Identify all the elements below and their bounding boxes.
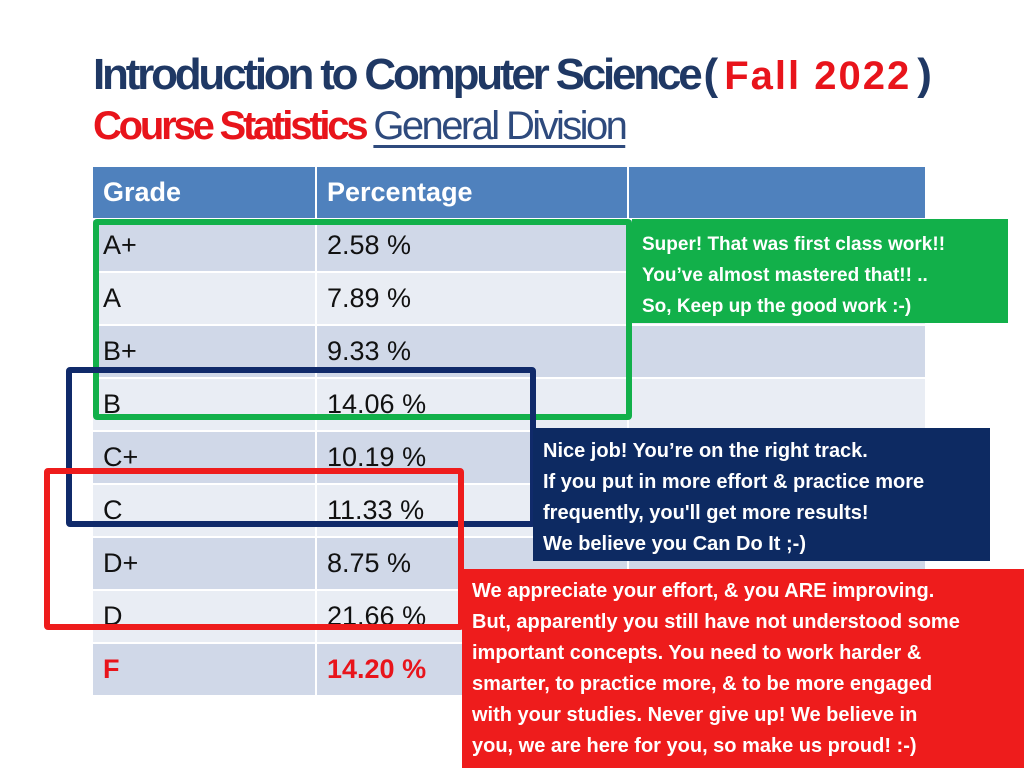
red-feedback-note: We appreciate your effort, & you ARE imp… — [462, 569, 1024, 768]
note-line: We believe you Can Do It ;-) — [543, 533, 806, 555]
note-line: with your studies. Never give up! We bel… — [472, 704, 918, 726]
green-feedback-note: Super! That was first class work!! You’v… — [632, 219, 1008, 323]
grade-cell: B — [93, 377, 317, 431]
grade-cell: A — [93, 271, 317, 325]
note-line: If you put in more effort & practice mor… — [543, 471, 925, 493]
grade-cell: A+ — [93, 218, 317, 272]
grade-cell: C — [93, 483, 317, 537]
percentage-cell: 7.89 % — [316, 271, 629, 325]
paren-close: ) — [917, 50, 932, 99]
paren-open: ( — [703, 50, 719, 99]
note-line: important concepts. You need to work har… — [472, 642, 922, 664]
note-line: Super! That was first class work!! — [642, 234, 946, 255]
red-highlight-frame — [44, 468, 464, 630]
note-line: So, Keep up the good work :-) — [642, 296, 912, 317]
navy-feedback-note: Nice job! You’re on the right track. If … — [533, 428, 990, 561]
empty-cell — [628, 377, 927, 431]
empty-cell — [628, 324, 927, 378]
note-line: You’ve almost mastered that!! .. — [642, 265, 928, 286]
course-title: Introduction to Computer Science — [93, 50, 703, 99]
note-line: Nice job! You’re on the right track. — [543, 440, 868, 462]
green-highlight-frame — [93, 219, 632, 420]
note-line: But, apparently you still have not under… — [472, 611, 960, 633]
note-line: frequently, you'll get more results! — [543, 502, 869, 524]
page-subtitle: Course Statistics General Division — [93, 104, 628, 149]
table-row: B+ 9.33 % — [93, 324, 927, 378]
header-percentage: Percentage — [316, 167, 629, 219]
table-header-row: Grade Percentage — [93, 167, 927, 219]
grade-cell: D — [93, 589, 317, 643]
note-line: smarter, to practice more, & to be more … — [472, 673, 933, 695]
grade-cell-fail: F — [93, 642, 317, 695]
subtitle-course-statistics: Course Statistics — [93, 104, 369, 148]
grade-cell: C+ — [93, 430, 317, 484]
header-empty — [628, 167, 927, 219]
note-line: We appreciate your effort, & you ARE imp… — [472, 580, 935, 602]
subtitle-division: General Division — [373, 104, 627, 148]
grade-cell: D+ — [93, 536, 317, 590]
page-title: Introduction to Computer Science(Fall 20… — [93, 50, 932, 100]
term-label: Fall 2022 — [724, 54, 912, 98]
note-line: you, we are here for you, so make us pro… — [472, 735, 917, 757]
header-grade: Grade — [93, 167, 317, 219]
